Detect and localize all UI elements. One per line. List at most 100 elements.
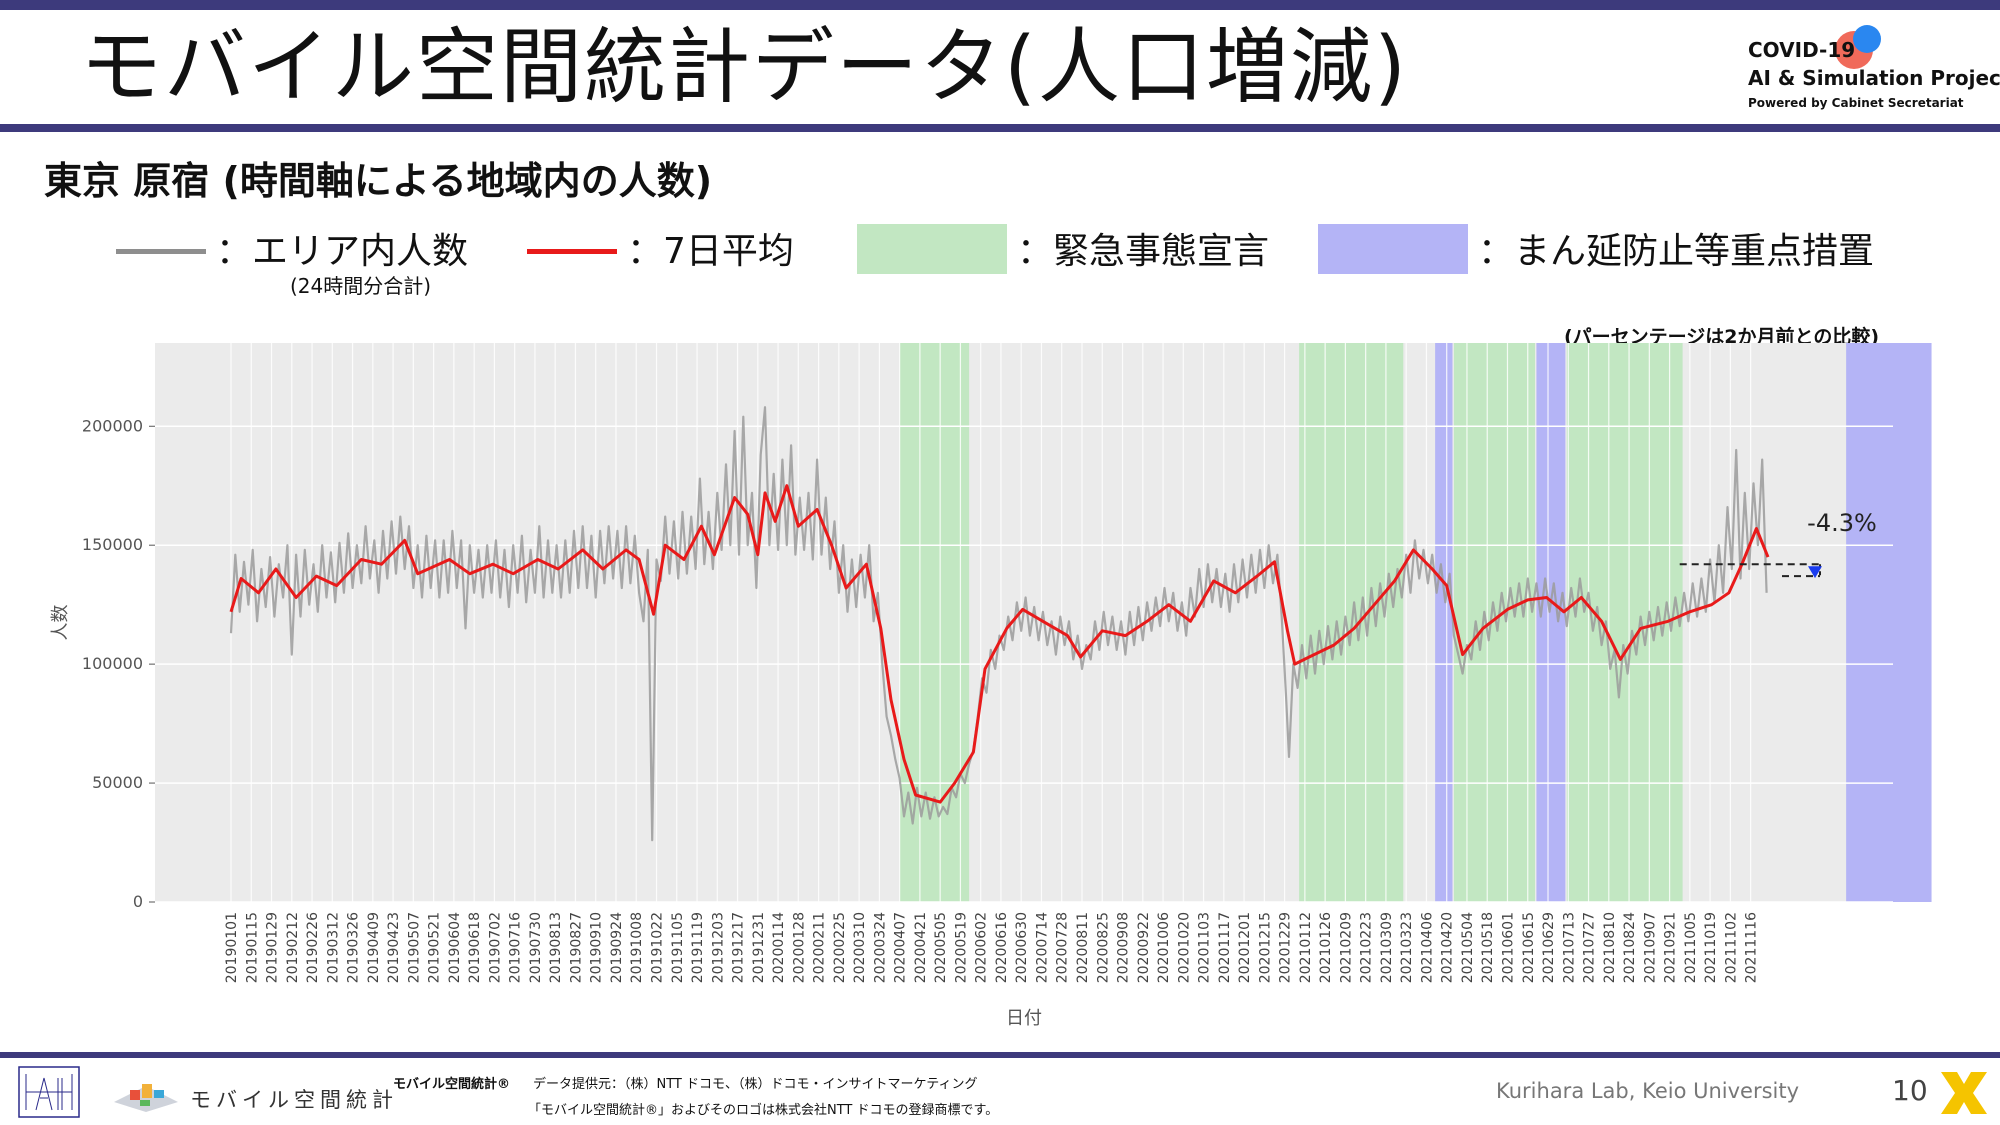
x-tick-label: 20211116 xyxy=(1744,912,1760,983)
title-underline-bar xyxy=(0,124,2000,132)
x-tick-label: 20210601 xyxy=(1500,912,1516,983)
x-tick-label: 20191231 xyxy=(751,912,767,983)
y-axis-title: 人数 xyxy=(50,605,71,641)
x-tick-label: 20200505 xyxy=(933,912,949,983)
x-tick-label: 20191105 xyxy=(670,912,686,983)
x-tick-label: 20210907 xyxy=(1642,912,1658,983)
x-tick-label: 20200310 xyxy=(852,912,868,983)
series-line-avg xyxy=(229,484,1770,804)
x-tick-label: 20201201 xyxy=(1237,912,1253,983)
legend-semi-label: ：まん延防止等重点措置 xyxy=(1478,231,1875,272)
semi-emergency-period-band xyxy=(1536,343,1566,902)
x-tick-label: 20190212 xyxy=(285,912,301,983)
legend-emergency-label: ：緊急事態宣言 xyxy=(1017,231,1270,272)
x-tick-label: 20200114 xyxy=(771,912,787,983)
x-tick-label: 20190702 xyxy=(487,912,503,983)
x-axis-title: 日付 xyxy=(1006,1008,1042,1029)
x-tick-label: 20200630 xyxy=(1014,912,1030,983)
x-tick-label: 20190618 xyxy=(467,912,483,983)
y-tick-label: 100000 xyxy=(82,654,143,673)
x-tick-label: 20201229 xyxy=(1278,912,1294,983)
x-tick-label: 20201215 xyxy=(1257,912,1273,983)
x-tick-label: 20190507 xyxy=(406,912,422,983)
x-tick-label: 20210309 xyxy=(1379,912,1395,983)
x-tick-label: 20200811 xyxy=(1075,912,1091,983)
legend-raw-sublabel: (24時間分合計) xyxy=(290,274,432,298)
project-logo-line3: Powered by Cabinet Secretariat xyxy=(1748,96,1964,110)
top-accent-bar xyxy=(0,0,2000,10)
x-tick-label: 20200602 xyxy=(974,912,990,983)
annotation-down-arrow xyxy=(1808,566,1822,579)
x-tick-label: 20190521 xyxy=(427,912,443,983)
legend-emergency-swatch xyxy=(857,224,1007,274)
x-tick-label: 20210810 xyxy=(1602,912,1618,983)
x-tick-label: 20190716 xyxy=(508,912,524,983)
y-tick-label: 150000 xyxy=(82,535,143,554)
project-logo-line2: AI & Simulation Project xyxy=(1748,66,2000,90)
x-tick-label: 20201006 xyxy=(1156,912,1172,983)
x-tick-label: 20210112 xyxy=(1298,912,1314,983)
x-tick-label: 20201103 xyxy=(1197,912,1213,983)
x-tick-label: 20210323 xyxy=(1399,912,1415,983)
project-logo-blue-dot xyxy=(1853,25,1881,53)
x-tick-label: 20190813 xyxy=(548,912,564,983)
x-tick-label: 20210921 xyxy=(1663,912,1679,983)
x-tick-label: 20210713 xyxy=(1561,912,1577,983)
x-tick-label: 20200728 xyxy=(1055,912,1071,983)
x-tick-label: 20200908 xyxy=(1116,912,1132,983)
x-tick-label: 20200324 xyxy=(872,912,888,983)
x-tick-label: 20200922 xyxy=(1136,912,1152,983)
x-tick-label: 20200407 xyxy=(893,912,909,983)
x-tick-label: 20210504 xyxy=(1460,912,1476,983)
y-tick-label: 50000 xyxy=(92,773,143,792)
x-tick-label: 20191217 xyxy=(731,912,747,983)
x-tick-label: 20211005 xyxy=(1683,912,1699,983)
x-tick-label: 20201117 xyxy=(1217,912,1233,983)
x-tick-label: 20201020 xyxy=(1176,912,1192,983)
x-tick-label: 20191119 xyxy=(690,912,706,983)
footer-accent-bar xyxy=(0,1052,2000,1058)
x-tick-label: 20190409 xyxy=(366,912,382,983)
x-tick-label: 20210727 xyxy=(1582,912,1598,983)
x-tick-label: 20191203 xyxy=(710,912,726,983)
x-tick-label: 20190326 xyxy=(346,912,362,983)
footer-provider: データ提供元：（株）NTT ドコモ、（株）ドコモ・インサイトマーケティング xyxy=(533,1077,978,1092)
legend-avg-swatch xyxy=(527,249,617,254)
annotation-label: -4.3% xyxy=(1807,509,1877,537)
x-tick-label: 20210209 xyxy=(1338,912,1354,983)
x-tick-label: 20200519 xyxy=(953,912,969,983)
x-tick-label: 20210824 xyxy=(1622,912,1638,983)
percentage-note: (パーセンテージは2か月前との比較) xyxy=(1564,326,1880,348)
x-tick-label: 20210126 xyxy=(1318,912,1334,983)
slide-title: モバイル空間統計データ(人口増減) xyxy=(80,20,1408,115)
x-tick-label: 20211102 xyxy=(1723,912,1739,983)
legend-raw-label: ：エリア内人数 xyxy=(216,231,469,272)
x-tick-label: 20210615 xyxy=(1521,912,1537,983)
y-tick-label: 200000 xyxy=(82,416,143,435)
legend-raw-swatch xyxy=(116,249,206,254)
x-tick-label: 20210518 xyxy=(1480,912,1496,983)
x-tick-label: 20200616 xyxy=(994,912,1010,983)
x-tick-label: 20200225 xyxy=(832,912,848,983)
footer-brand-name: モバイル空間統計® xyxy=(393,1077,511,1092)
x-tick-label: 20200128 xyxy=(791,912,807,983)
y-tick-label: 0 xyxy=(133,892,143,911)
x-tick-label: 20210629 xyxy=(1541,912,1557,983)
mobile-spatial-logo-text: モバイル空間統計 xyxy=(190,1088,398,1112)
cross-logo-icon xyxy=(1941,1072,1987,1114)
lab-logo-icon xyxy=(18,1066,80,1118)
x-tick-label: 20191008 xyxy=(629,912,645,983)
x-tick-label: 20190423 xyxy=(386,912,402,983)
footer-trademark: 「モバイル空間統計®」およびそのロゴは株式会社NTT ドコモの登録商標です。 xyxy=(528,1103,999,1118)
x-tick-label: 20191022 xyxy=(649,912,665,983)
x-tick-label: 20200714 xyxy=(1034,912,1050,983)
chart-subtitle: 東京 原宿 (時間軸による地域内の人数) xyxy=(44,159,713,203)
x-tick-label: 20190115 xyxy=(244,912,260,983)
project-logo-line1: COVID-19 xyxy=(1748,38,1856,62)
legend-semi-swatch xyxy=(1318,224,1468,274)
x-tick-label: 20190730 xyxy=(528,912,544,983)
x-tick-label: 20190604 xyxy=(447,912,463,983)
mobile-spatial-logo-icon xyxy=(114,1084,178,1112)
x-tick-label: 20190924 xyxy=(609,912,625,983)
